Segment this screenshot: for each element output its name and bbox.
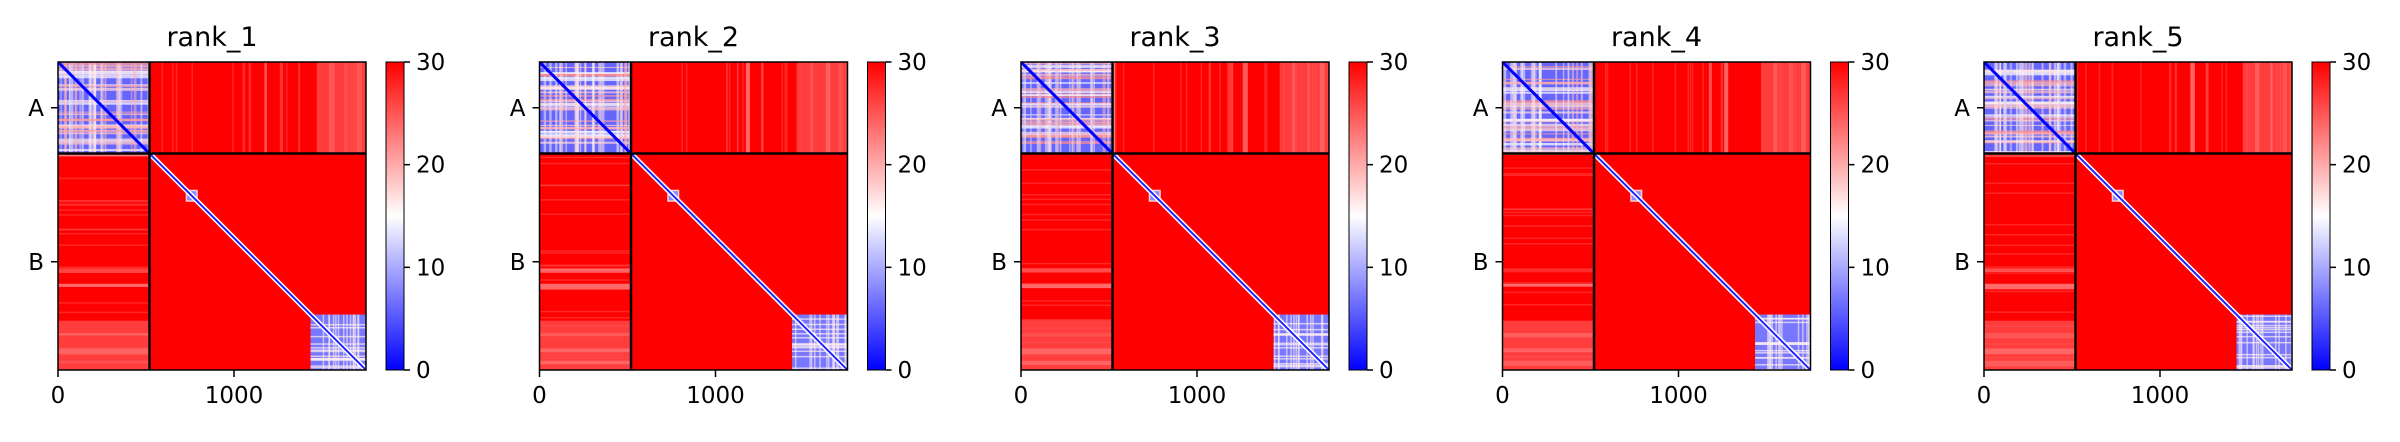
colorbar-tick-label: 0: [2342, 358, 2357, 384]
heatmap-image: [1984, 62, 2292, 370]
colorbar: [867, 61, 886, 371]
colorbar-tick-label: 20: [416, 153, 445, 179]
panel-5: rank_5 A B 0 1000 0 10 20 30: [1954, 22, 2371, 409]
colorbar-tick-label: 20: [1861, 153, 1890, 179]
colorbar: [2311, 61, 2331, 371]
y-tick-label: A: [1954, 96, 1970, 122]
panel-1: rank_1 A B 0 1000 0 10 20 30: [28, 22, 445, 409]
panel-4: rank_4 A B 0 1000 0 10 20 30: [1473, 22, 1890, 409]
y-tick-label: A: [991, 96, 1007, 122]
colorbar: [1830, 61, 1849, 371]
panel-title: rank_3: [1129, 22, 1220, 53]
axes-frame: [1501, 61, 1812, 371]
colorbar-tick-label: 30: [2342, 50, 2371, 76]
colorbar-tick-label: 30: [1861, 50, 1890, 76]
panel-title: rank_2: [648, 22, 739, 53]
panel-3: rank_3 A B 0 1000 0 10 20 30: [991, 22, 1408, 409]
colorbar-tick-label: 30: [1379, 50, 1408, 76]
colorbar-tick-label: 0: [416, 358, 431, 384]
x-tick-label: 1000: [2131, 383, 2190, 409]
heatmap-image: [539, 62, 848, 370]
colorbar: [1348, 61, 1368, 371]
colorbar-tick-label: 20: [898, 153, 927, 179]
y-tick-label: B: [28, 250, 44, 276]
y-tick-label: B: [510, 250, 526, 276]
panel-2: rank_2 A B 0 1000 0 10 20 30: [510, 22, 927, 409]
colorbar-tick-label: 20: [2342, 153, 2371, 179]
y-tick-label: A: [510, 96, 526, 122]
x-tick-label: 1000: [205, 383, 264, 409]
heatmap-image: [1021, 62, 1329, 370]
x-tick-label: 0: [1977, 383, 1992, 409]
axes-frame: [538, 61, 849, 371]
colorbar-tick-label: 20: [1379, 153, 1408, 179]
panel-title: rank_5: [2092, 22, 2183, 53]
x-tick-label: 0: [51, 383, 66, 409]
y-tick-label: A: [28, 96, 44, 122]
colorbar-tick-label: 0: [1861, 358, 1876, 384]
colorbar-tick-label: 10: [1379, 255, 1408, 281]
colorbar-tick-label: 0: [1379, 358, 1394, 384]
y-tick-label: B: [1954, 250, 1970, 276]
y-tick-label: B: [1473, 250, 1489, 276]
panel-title: rank_4: [1611, 22, 1702, 53]
colorbar-tick-label: 10: [898, 255, 927, 281]
colorbar-tick-label: 10: [2342, 255, 2371, 281]
colorbar: [385, 61, 405, 371]
x-tick-label: 0: [1014, 383, 1029, 409]
colorbar-tick-label: 10: [1861, 255, 1890, 281]
x-tick-label: 0: [532, 383, 547, 409]
panel-title: rank_1: [166, 22, 257, 53]
y-tick-label: B: [991, 250, 1007, 276]
x-tick-label: 0: [1495, 383, 1510, 409]
axes-frame: [1983, 61, 2293, 371]
axes-frame: [57, 61, 367, 371]
x-tick-label: 1000: [1168, 383, 1227, 409]
colorbar-tick-label: 30: [416, 50, 445, 76]
y-tick-label: A: [1473, 96, 1489, 122]
heatmap-image: [1502, 62, 1811, 370]
colorbar-tick-label: 0: [898, 358, 913, 384]
colorbar-tick-label: 30: [898, 50, 927, 76]
x-tick-label: 1000: [686, 383, 745, 409]
heatmap-image: [58, 62, 366, 370]
axes-frame: [1020, 61, 1330, 371]
x-tick-label: 1000: [1649, 383, 1708, 409]
colorbar-tick-label: 10: [416, 255, 445, 281]
